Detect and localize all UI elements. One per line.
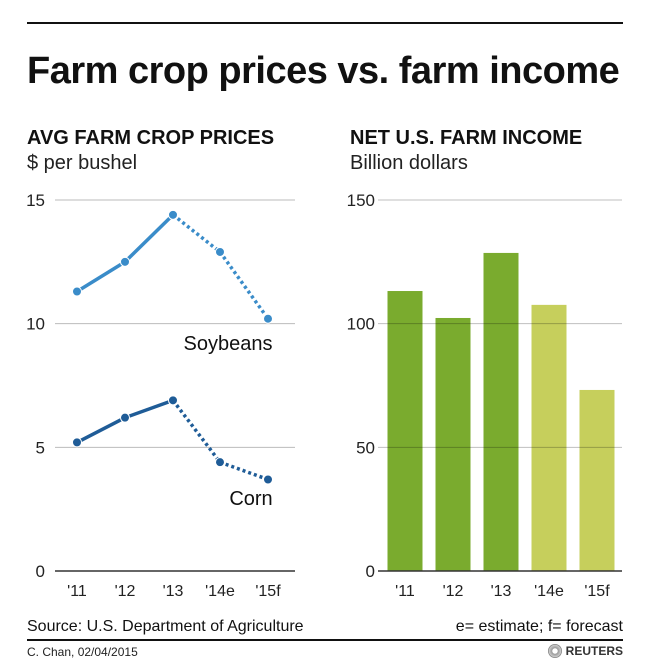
right-x-tick-label: '14e (534, 583, 564, 600)
right-x-tick-label: '12 (443, 583, 464, 600)
left-chart-subtitle: $ per bushel (27, 152, 138, 174)
line-segment-soybeans (171, 213, 222, 254)
right-x-tick-label: '15f (584, 583, 610, 600)
bar-14e (531, 304, 567, 571)
bar-13 (483, 252, 519, 572)
reuters-logo-icon (547, 644, 562, 658)
right-x-tick-label: '11 (395, 583, 415, 600)
left-x-tick-label: '15f (255, 583, 281, 600)
reuters-logo-text: REUTERS (565, 644, 623, 658)
line-segment-corn (124, 398, 174, 420)
left-x-tick-label: '13 (163, 583, 184, 600)
data-point-soybeans (215, 246, 225, 257)
line-segment-soybeans (218, 250, 270, 320)
left-x-tick-label: '11 (67, 583, 87, 600)
series-label-corn: Corn (229, 488, 272, 510)
right-y-tick-label: 0 (366, 562, 375, 581)
right-chart-subtitle: Billion dollars (350, 152, 468, 174)
page-title: Farm crop prices vs. farm income (27, 50, 620, 92)
line-segment-soybeans (123, 213, 175, 264)
top-rule (27, 22, 623, 24)
credit: C. Chan, 02/04/2015 (27, 645, 138, 659)
line-segment-corn (219, 460, 269, 482)
bar-15f (579, 389, 615, 571)
data-point-soybeans (263, 313, 273, 324)
data-point-soybeans (72, 286, 82, 297)
data-point-soybeans (168, 209, 178, 220)
bar-12 (435, 317, 471, 571)
line-segment-corn (171, 399, 222, 464)
source-note: Source: U.S. Department of Agriculture (27, 618, 304, 635)
data-point-corn (168, 395, 178, 406)
data-point-corn (215, 457, 225, 468)
right-y-tick-label: 50 (356, 438, 375, 457)
right-chart-title: NET U.S. FARM INCOME (350, 127, 583, 149)
right-y-tick-label: 100 (347, 315, 375, 334)
left-y-tick-label: 10 (26, 315, 45, 334)
left-y-tick-label: 5 (36, 438, 45, 457)
data-point-soybeans (120, 256, 130, 267)
left-chart-title: AVG FARM CROP PRICES (27, 127, 275, 149)
data-point-corn (263, 474, 273, 485)
line-segment-corn (76, 416, 126, 444)
bottom-rule (27, 639, 623, 641)
left-x-tick-label: '14e (205, 583, 235, 600)
left-x-tick-label: '12 (115, 583, 136, 600)
data-point-corn (120, 412, 130, 423)
reuters-logo: REUTERS (547, 644, 623, 658)
line-segment-soybeans (76, 260, 126, 294)
right-x-tick-label: '13 (491, 583, 512, 600)
left-y-tick-label: 15 (26, 191, 45, 210)
legend-note: e= estimate; f= forecast (455, 618, 623, 635)
right-y-tick-label: 150 (347, 191, 375, 210)
series-label-soybeans: Soybeans (184, 333, 273, 355)
data-point-corn (72, 437, 82, 448)
bar-11 (387, 291, 423, 571)
left-y-tick-label: 0 (36, 562, 45, 581)
